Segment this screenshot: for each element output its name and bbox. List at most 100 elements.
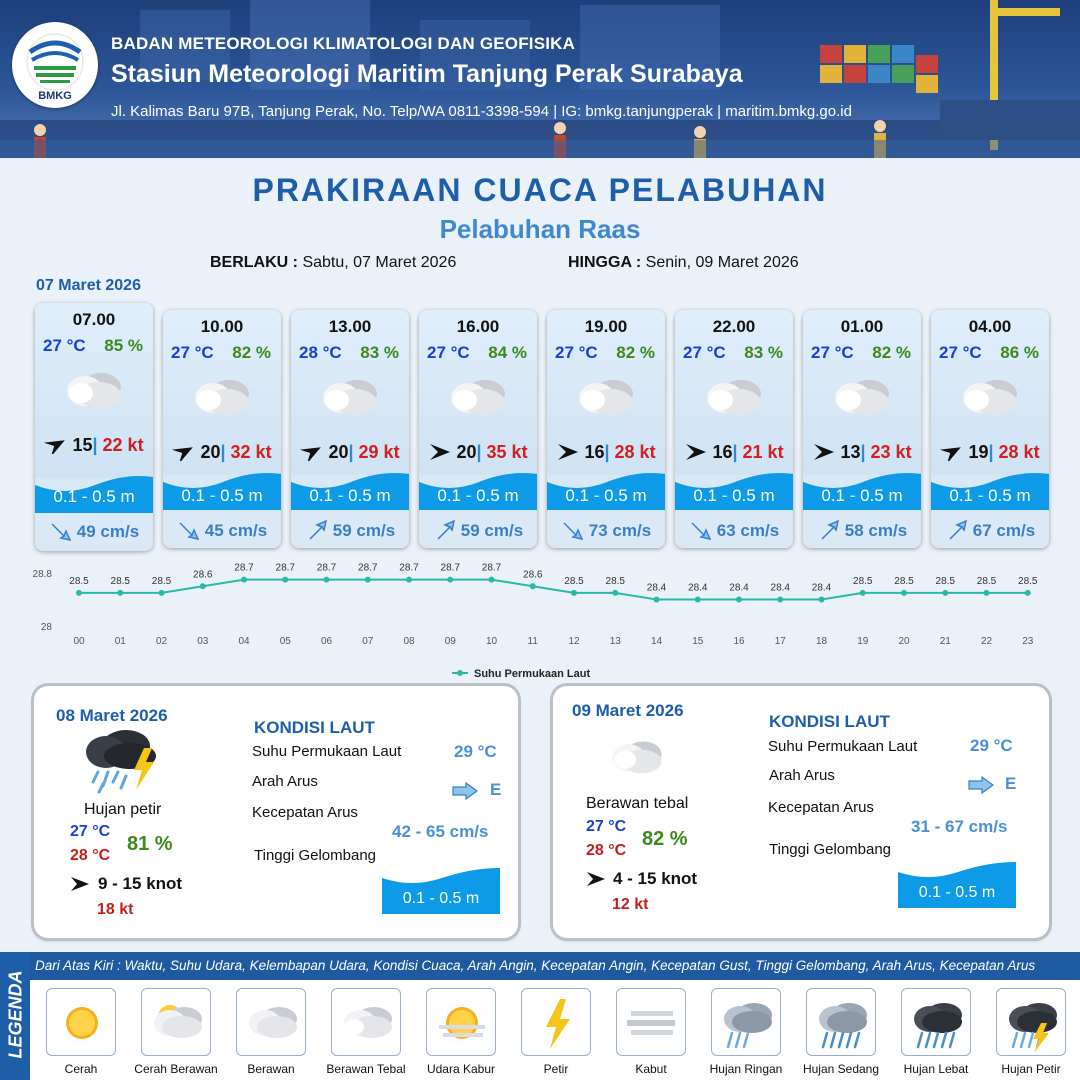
bmkg-logo: BMKG bbox=[12, 22, 98, 108]
legend-label-hujan-sedang: Hujan Sedang bbox=[802, 1062, 880, 1076]
sst-data-label: 28.7 bbox=[234, 563, 254, 574]
forecast-card: 13.00 28 °C 83 % 20| 29 kt 0.1 - 0.5 m bbox=[291, 310, 409, 548]
x-tick-label: 15 bbox=[692, 636, 704, 647]
x-tick-label: 11 bbox=[528, 636, 539, 647]
day3-wave-height: 0.1 - 0.5 m bbox=[918, 884, 996, 901]
air-temperature: 28 °C bbox=[299, 343, 342, 362]
wind-speed: 13 bbox=[840, 442, 861, 462]
day3-current-speed: 31 - 67 cm/s bbox=[911, 817, 1008, 836]
sst-data-label: 28.6 bbox=[193, 569, 213, 580]
sst-data-point bbox=[282, 576, 289, 583]
x-tick-label: 01 bbox=[115, 636, 127, 647]
sst-data-label: 28.5 bbox=[69, 576, 89, 587]
station-name: Stasiun Meteorologi Maritim Tanjung Pera… bbox=[111, 60, 743, 88]
thunderstorm-icon bbox=[86, 730, 156, 794]
sst-data-point bbox=[983, 589, 990, 596]
hujan-ringan-icon bbox=[711, 988, 781, 1056]
day3-wave-icon bbox=[898, 862, 1016, 908]
x-tick-label: 22 bbox=[981, 636, 993, 647]
x-tick-label: 20 bbox=[898, 636, 910, 647]
sst-data-point bbox=[447, 576, 454, 583]
x-tick-label: 05 bbox=[280, 636, 292, 647]
current-direction-icon bbox=[309, 520, 327, 540]
forecast-card: 04.00 27 °C 86 % 19| 28 kt 0.1 - 0.5 m bbox=[931, 310, 1049, 548]
gust-speed: 29 kt bbox=[358, 442, 400, 462]
current-direction-icon bbox=[179, 522, 200, 540]
x-tick-label: 06 bbox=[321, 636, 333, 647]
legend-label: Suhu Permukaan Laut bbox=[474, 668, 590, 680]
wind-info: 13| 23 kt bbox=[803, 442, 921, 463]
sst-data-label: 28.5 bbox=[152, 576, 172, 587]
forecast-time: 13.00 bbox=[328, 317, 372, 336]
day3-panel: 09 Maret 2026 Berawan tebal 27 °C 28 °C … bbox=[553, 686, 1049, 938]
x-tick-label: 04 bbox=[238, 636, 250, 647]
separator: | bbox=[604, 442, 610, 462]
wind-info: 16| 28 kt bbox=[547, 442, 665, 463]
wind-speed: 19 bbox=[968, 442, 989, 462]
x-tick-label: 16 bbox=[733, 636, 745, 647]
sst-data-point bbox=[406, 576, 412, 583]
x-tick-label: 09 bbox=[445, 636, 457, 647]
x-tick-label: 18 bbox=[816, 636, 828, 647]
kabut-icon bbox=[616, 988, 686, 1056]
day2-gust: 18 kt bbox=[97, 901, 134, 918]
sst-data-label: 28.5 bbox=[606, 576, 626, 587]
sst-data-point bbox=[488, 576, 495, 583]
sst-data-point bbox=[117, 589, 124, 596]
sst-data-point bbox=[736, 596, 742, 603]
day3-current-direction-icon bbox=[968, 776, 994, 794]
wind-direction-icon bbox=[940, 447, 962, 461]
sst-data-point bbox=[199, 583, 206, 590]
x-tick-label: 14 bbox=[651, 636, 663, 647]
separator: | bbox=[348, 442, 354, 462]
cloudy-icon bbox=[835, 380, 889, 415]
valid-to-label: HINGGA : bbox=[568, 254, 642, 271]
berawan-tebal-icon bbox=[331, 988, 401, 1056]
header-banner: BMKG BADAN METEOROLOGI KLIMATOLOGI DAN G… bbox=[0, 0, 1080, 158]
day2-wind-speed: 9 - 15 knot bbox=[98, 874, 183, 893]
current-speed: 59 cm/s bbox=[460, 521, 524, 540]
separator: | bbox=[476, 442, 482, 462]
legend: LEGENDA Dari Atas Kiri : Waktu, Suhu Uda… bbox=[0, 952, 1080, 1080]
day2-current-dir-label: Arah Arus bbox=[252, 773, 318, 790]
cloudy-icon bbox=[67, 373, 121, 408]
wave-height: 0.1 - 0.5 m bbox=[437, 486, 519, 505]
current-direction-icon bbox=[691, 522, 712, 540]
current-direction-icon bbox=[563, 522, 584, 540]
day2-wind-direction-icon bbox=[71, 877, 89, 891]
day3-wind-direction-icon bbox=[587, 872, 605, 886]
legend-label-udara-kabur: Udara Kabur bbox=[426, 1062, 496, 1076]
sst-data-point bbox=[76, 589, 82, 596]
forecast-time: 04.00 bbox=[968, 317, 1012, 336]
sst-data-label: 28.7 bbox=[317, 563, 337, 574]
separator: | bbox=[220, 442, 226, 462]
wind-direction-icon bbox=[558, 444, 579, 460]
wind-direction-icon bbox=[172, 447, 194, 461]
sst-data-point bbox=[859, 589, 866, 596]
sst-data-point bbox=[323, 576, 330, 583]
wave-height: 0.1 - 0.5 m bbox=[693, 486, 775, 505]
cerah-berawan-icon bbox=[141, 988, 211, 1056]
gust-speed: 32 kt bbox=[230, 442, 272, 462]
day3-wind-speed: 4 - 15 knot bbox=[613, 869, 698, 888]
day3-sst-label: Suhu Permukaan Laut bbox=[768, 738, 918, 755]
wind-speed: 20 bbox=[328, 442, 349, 462]
air-temperature: 27 °C bbox=[171, 343, 214, 362]
wind-direction-icon bbox=[686, 444, 707, 460]
sst-series-line bbox=[79, 578, 1028, 601]
sst-data-point bbox=[901, 589, 907, 596]
cloudy-icon bbox=[579, 380, 633, 415]
forecast-time: 10.00 bbox=[200, 317, 244, 336]
sst-data-point bbox=[1024, 589, 1031, 596]
chart-legend: Suhu Permukaan Laut bbox=[452, 668, 590, 680]
legend-tab: LEGENDA bbox=[0, 952, 30, 1080]
day3-condition: Berawan tebal bbox=[586, 795, 689, 812]
day3-current-dir: E bbox=[1005, 774, 1017, 793]
legend-label-hujan-lebat: Hujan Lebat bbox=[903, 1062, 969, 1076]
legend-tab-label: LEGENDA bbox=[5, 970, 26, 1059]
air-temperature: 27 °C bbox=[811, 343, 854, 362]
valid-from-label: BERLAKU : bbox=[210, 254, 298, 271]
current-info: 45 cm/s bbox=[163, 513, 281, 548]
wind-info: 20| 35 kt bbox=[419, 442, 537, 463]
current-info: 63 cm/s bbox=[675, 513, 793, 548]
